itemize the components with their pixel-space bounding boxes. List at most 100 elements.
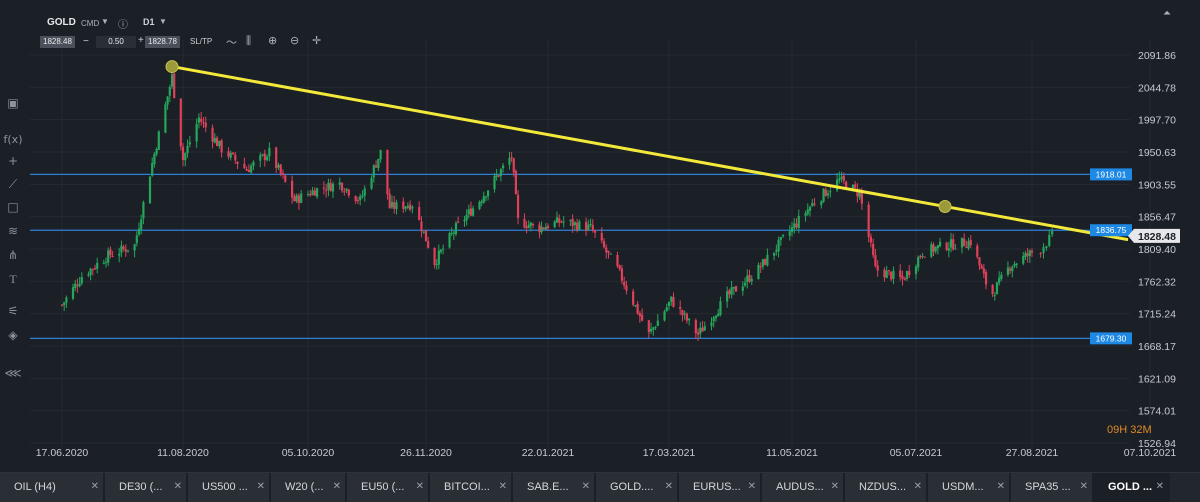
close-icon[interactable]: ✕ (747, 481, 756, 492)
cmd-label[interactable]: CMD (81, 19, 100, 28)
candle (107, 247, 110, 267)
candle (969, 235, 972, 249)
candle (297, 193, 301, 210)
line-tool-icon[interactable]: ⟋ (8, 176, 18, 191)
candle (372, 163, 375, 183)
instrument-tab[interactable]: GOLD ... ✕ (1094, 473, 1170, 502)
info-icon[interactable]: ⓘ (118, 20, 128, 31)
layers-icon[interactable]: ◈ (8, 328, 18, 342)
collapse-panel-icon[interactable]: ⏶ (1163, 8, 1171, 19)
candle (329, 178, 332, 192)
bid-price[interactable]: 1828.48 (40, 36, 75, 48)
candle (923, 256, 926, 258)
instrument-tab[interactable]: SPA35 ... ✕ (1011, 473, 1094, 502)
text-tool-icon[interactable]: T (9, 271, 17, 286)
plus-icon[interactable]: + (7, 154, 19, 168)
candle (712, 315, 715, 328)
timeframe-selector[interactable]: D1 (143, 17, 155, 27)
candle (602, 238, 606, 249)
candle (89, 267, 92, 281)
instrument-tab[interactable]: AUDUS... ✕ (762, 473, 845, 502)
x-tick-label: 26.11.2020 (400, 447, 452, 459)
lot-increase-button[interactable]: + (138, 35, 144, 46)
share-icon[interactable]: ⋘ (4, 366, 22, 380)
close-icon[interactable]: ✕ (996, 481, 1005, 492)
close-icon[interactable]: ✕ (1079, 481, 1088, 492)
rectangle-tool-icon[interactable]: □ (7, 200, 19, 214)
crosshair-icon[interactable]: ✛ (312, 34, 322, 47)
candle (934, 246, 937, 254)
close-icon[interactable]: ✕ (581, 481, 590, 492)
close-icon[interactable]: ✕ (664, 481, 673, 492)
tab-label: DE30 (... (119, 481, 163, 493)
zoom-in-icon[interactable]: ⊕ (268, 34, 278, 47)
candle (932, 242, 935, 257)
chart-type-icon[interactable]: 〜 (226, 36, 237, 49)
candle (757, 262, 760, 280)
close-icon[interactable]: ✕ (913, 481, 922, 492)
candle (388, 188, 391, 209)
instrument-tab[interactable]: DE30 (... ✕ (105, 473, 188, 502)
price-chart[interactable]: 2091.86 2044.78 1997.70 1950.63 1903.55 1856.… (0, 0, 1200, 470)
candle (435, 259, 438, 270)
instrument-tab[interactable]: GOLD.... ✕ (596, 473, 679, 502)
close-icon[interactable]: ✕ (415, 481, 424, 492)
instrument-tab[interactable]: OIL (H4) ✕ (0, 473, 105, 502)
instrument-tab[interactable]: EU50 (... ✕ (347, 473, 430, 502)
instrument-tab[interactable]: NZDUS... ✕ (845, 473, 928, 502)
candle (685, 312, 688, 324)
close-icon[interactable]: ✕ (90, 481, 99, 492)
candle (80, 272, 83, 286)
symbol-name[interactable]: GOLD (47, 17, 76, 28)
candle (914, 264, 918, 280)
lot-size-input[interactable]: 0.50 (96, 36, 136, 48)
candle (540, 221, 543, 235)
candle (899, 264, 902, 281)
ask-price[interactable]: 1828.78 (145, 36, 180, 48)
candle (313, 187, 316, 196)
price-labels: 1918.01 1836.75 1679.30 1828.48 (1090, 168, 1180, 345)
close-icon[interactable]: ✕ (498, 481, 507, 492)
candle (126, 250, 130, 253)
candle (838, 171, 841, 184)
candle (91, 268, 94, 276)
zoom-out-icon[interactable]: ⊖ (290, 34, 300, 47)
close-icon[interactable]: ✕ (830, 481, 839, 492)
timeframe-dropdown-icon[interactable]: ▼ (159, 17, 167, 26)
candle (892, 266, 895, 285)
lot-decrease-button[interactable]: − (83, 36, 89, 47)
instrument-tab[interactable]: BITCOI... ✕ (430, 473, 513, 502)
candle (649, 322, 653, 334)
sltp-button[interactable]: SL/TP (190, 37, 213, 46)
instrument-tab[interactable]: US500 ... ✕ (188, 473, 271, 502)
candle (1000, 271, 1003, 282)
instrument-tab[interactable]: W20 (... ✕ (271, 473, 347, 502)
candle (589, 218, 592, 228)
close-icon[interactable]: ✕ (1155, 481, 1164, 492)
candle (218, 140, 221, 149)
candle (252, 160, 255, 171)
candle (683, 310, 686, 320)
y-tick-label: 1715.24 (1138, 309, 1176, 321)
close-icon[interactable]: ✕ (332, 481, 341, 492)
close-icon[interactable]: ✕ (173, 481, 182, 492)
candle (761, 258, 765, 270)
pitchfork-icon[interactable]: ⋔ (7, 248, 19, 262)
candle (65, 295, 68, 308)
instrument-tab[interactable]: SAB.E... ✕ (513, 473, 596, 502)
cmd-dropdown-icon[interactable]: ▼ (101, 17, 109, 26)
candle (901, 270, 904, 286)
candle (746, 269, 749, 289)
window-icon[interactable]: ▣ (7, 96, 19, 110)
indicators-icon[interactable]: ⫼ (246, 34, 252, 47)
fibonacci-icon[interactable]: ≋ (7, 224, 19, 238)
function-icon[interactable]: f(x) (3, 132, 23, 146)
close-icon[interactable]: ✕ (256, 481, 265, 492)
candle (424, 229, 428, 242)
candle (874, 248, 877, 268)
candle (261, 153, 264, 157)
properties-icon[interactable]: ⚟ (7, 304, 19, 318)
candle (1022, 251, 1025, 266)
instrument-tab[interactable]: EURUS... ✕ (679, 473, 762, 502)
instrument-tab[interactable]: USDM... ✕ (928, 473, 1011, 502)
